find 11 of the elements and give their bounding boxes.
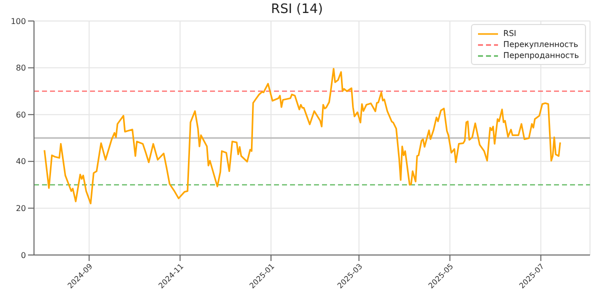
legend-label: RSI (503, 29, 516, 38)
y-tick-label: 80 (16, 64, 26, 73)
y-tick-label: 60 (16, 110, 26, 120)
y-tick-label: 100 (10, 16, 26, 26)
line-series (44, 68, 561, 204)
legend-label: Перепроданность (503, 51, 579, 60)
chart-title: RSI (14) (270, 2, 324, 17)
y-tick-label: 40 (16, 157, 26, 166)
legend-label: Перекупленность (503, 40, 578, 49)
y-tick-label: 20 (16, 204, 26, 214)
y-tick-label: 0 (20, 250, 26, 260)
